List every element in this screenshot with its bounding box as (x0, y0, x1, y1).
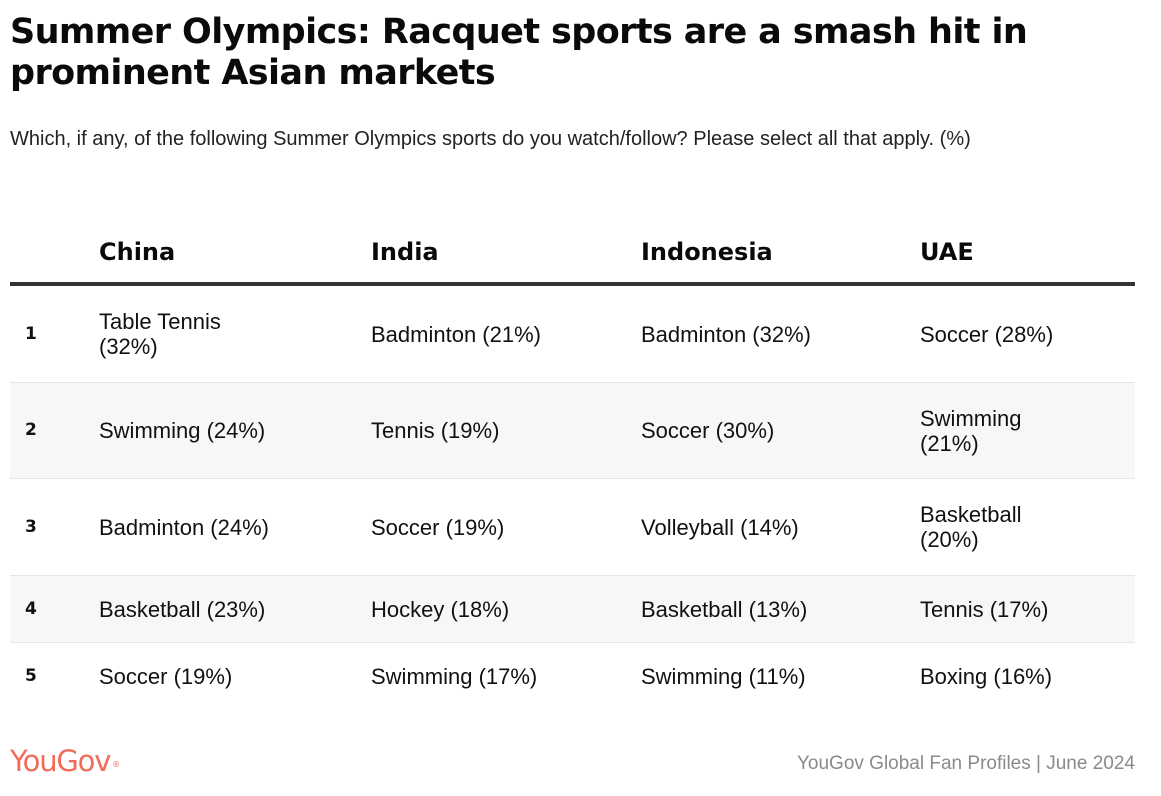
cell-uae: Boxing (16%) (920, 663, 1053, 689)
cell-india: Badminton (21%) (371, 321, 541, 347)
cell-india: Swimming (17%) (371, 663, 538, 689)
cell-indonesia: Basketball (13%) (641, 596, 808, 622)
chart-title: Summer Olympics: Racquet sports are a sm… (10, 12, 1028, 93)
table-row: 1 Table Tennis (32%) Badminton (21%) Bad… (10, 286, 1135, 383)
cell-india: Hockey (18%) (371, 596, 510, 622)
cell-china: Table Tennis (32%) (99, 309, 221, 359)
cell-uae: Soccer (28%) (920, 321, 1054, 347)
source-note: YouGov Global Fan Profiles | June 2024 (796, 753, 1135, 774)
table-row: 4 Basketball (23%) Hockey (18%) Basketba… (10, 576, 1135, 643)
cell-india: Tennis (19%) (371, 418, 500, 443)
column-header-uae: UAE (920, 238, 974, 266)
cell-china: Swimming (24%) (99, 418, 266, 443)
table-row: 3 Badminton (24%) Soccer (19%) Volleybal… (10, 479, 1135, 576)
column-header-india: India (371, 238, 439, 266)
rank-number: 5 (25, 665, 37, 686)
rank-number: 2 (25, 420, 37, 440)
column-header-china: China (99, 238, 176, 266)
rank-number: 1 (25, 323, 37, 344)
chart-subtitle: Which, if any, of the following Summer O… (10, 128, 971, 150)
cell-india: Soccer (19%) (371, 514, 505, 540)
registered-mark-icon: ® (112, 760, 121, 769)
cell-indonesia: Badminton (32%) (641, 321, 811, 347)
table-header: China India Indonesia UAE (10, 222, 1135, 286)
cell-uae: Swimming (21%) (920, 405, 1022, 456)
rank-number: 3 (25, 516, 37, 537)
table-row: 5 Soccer (19%) Swimming (17%) Swimming (… (10, 643, 1135, 709)
ranking-table: China India Indonesia UAE 1 Table Tennis… (10, 222, 1135, 709)
cell-uae: Tennis (17%) (920, 596, 1049, 622)
cell-china: Badminton (24%) (99, 514, 269, 540)
rank-number: 4 (25, 598, 37, 619)
cell-china: Basketball (23%) (99, 596, 266, 622)
cell-indonesia: Swimming (11%) (641, 663, 806, 689)
cell-indonesia: Soccer (30%) (641, 418, 775, 443)
column-header-indonesia: Indonesia (641, 238, 773, 266)
cell-indonesia: Volleyball (14%) (641, 514, 799, 540)
cell-china: Soccer (19%) (99, 663, 233, 689)
table-row: 2 Swimming (24%) Tennis (19%) Soccer (30… (10, 383, 1135, 479)
cell-uae: Basketball (20%) (920, 502, 1022, 552)
yougov-logo: YouGov ® (10, 744, 121, 778)
